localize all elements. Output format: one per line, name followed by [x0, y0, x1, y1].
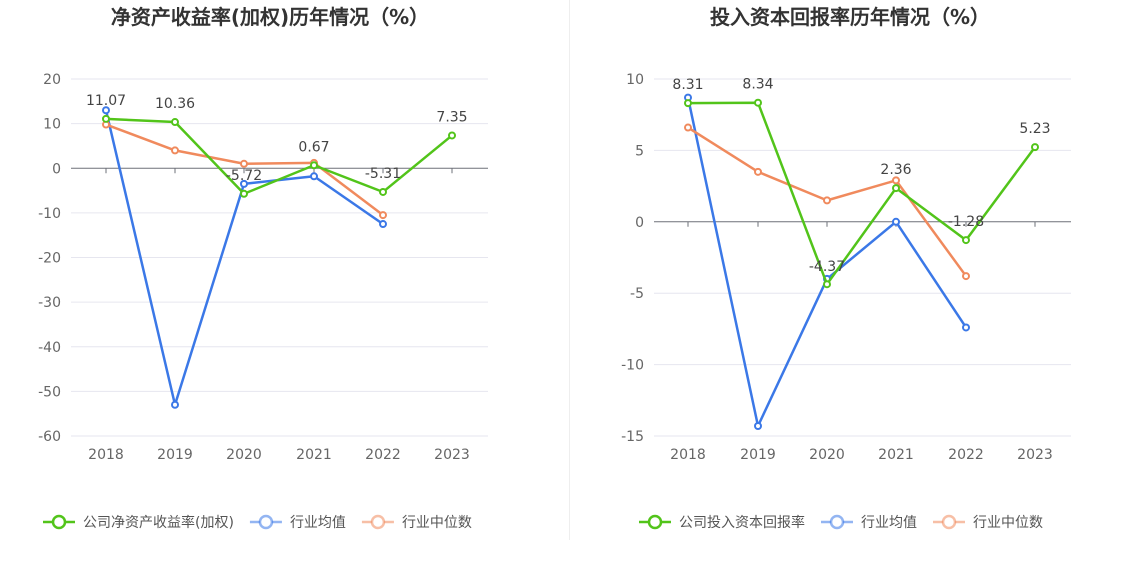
chart1-data-label: 0.67 — [298, 139, 329, 155]
chart2-series-point-0[interactable] — [962, 236, 970, 245]
chart1-x-tick-label: 2022 — [365, 447, 401, 463]
chart1-series-point-0[interactable] — [379, 187, 387, 196]
chart2-series-line-0 — [687, 101, 1037, 286]
chart2-series-point-2[interactable] — [962, 272, 970, 281]
chart1-legend-marker-1[interactable] — [258, 514, 274, 530]
chart1-series-point-1[interactable] — [379, 220, 387, 229]
chart2-series-point-1[interactable] — [754, 422, 762, 431]
chart1-y-tick-label: -60 — [38, 429, 61, 445]
chart1-legend-label-0[interactable]: 公司净资产收益率(加权) — [83, 514, 234, 531]
chart2-legend-marker-2[interactable] — [941, 514, 957, 530]
chart2-series-point-1[interactable] — [962, 323, 970, 332]
chart1-y-tick-label: -50 — [38, 384, 61, 400]
chart1-data-label: -5.31 — [365, 166, 401, 182]
chart2-legend-label-2[interactable]: 行业中位数 — [973, 515, 1043, 531]
chart1-y-tick-label: -30 — [38, 295, 61, 311]
chart2-series-point-2[interactable] — [823, 196, 831, 205]
chart1-series-point-1[interactable] — [240, 179, 248, 188]
chart1-data-label: -5.72 — [226, 168, 262, 184]
chart2-series-point-2[interactable] — [892, 176, 900, 185]
chart2-legend-label-0[interactable]: 公司投入资本回报率 — [679, 514, 805, 531]
chart2-data-label: -1.28 — [948, 214, 984, 230]
chart1-x-tick-label: 2021 — [296, 447, 332, 463]
chart2-series-point-0[interactable] — [684, 99, 692, 108]
chart1-series-point-0[interactable] — [171, 118, 179, 127]
chart2-series-point-0[interactable] — [754, 98, 762, 107]
chart2-data-label: -4.37 — [809, 259, 845, 275]
chart1-y-tick-label: -10 — [38, 206, 61, 222]
chart2-series-point-0[interactable] — [892, 184, 900, 193]
chart1-y-tick-label: 20 — [43, 72, 61, 88]
chart2-x-tick-label: 2020 — [809, 447, 845, 463]
panel-divider — [569, 0, 570, 540]
chart2-legend-marker-0[interactable] — [647, 514, 663, 530]
chart2-data-label: 2.36 — [880, 162, 911, 178]
chart1-legend-label-1[interactable]: 行业均值 — [290, 515, 346, 531]
chart1-title: 净资产收益率(加权)历年情况（%） — [111, 5, 429, 29]
chart1-y-tick-label: -20 — [38, 251, 61, 267]
chart1-series-point-1[interactable] — [171, 400, 179, 409]
chart2-x-tick-label: 2021 — [878, 447, 914, 463]
chart1-series-point-0[interactable] — [310, 161, 318, 170]
chart1-legend-label-2[interactable]: 行业中位数 — [402, 515, 472, 531]
chart1-series-point-0[interactable] — [448, 131, 456, 140]
chart2-series-point-1[interactable] — [892, 217, 900, 226]
chart2-x-tick-label: 2022 — [948, 447, 984, 463]
chart2-y-tick-label: 0 — [635, 215, 644, 231]
chart2-series-point-2[interactable] — [684, 123, 692, 132]
chart2-legend-marker-1[interactable] — [829, 514, 845, 530]
chart1-series-line-0 — [105, 117, 453, 196]
chart2-y-tick-label: 10 — [626, 72, 644, 88]
chart1-series-point-0[interactable] — [240, 189, 248, 198]
chart1-data-label: 7.35 — [436, 109, 467, 125]
chart1-series-point-0[interactable] — [102, 114, 110, 123]
chart2-x-tick-label: 2023 — [1017, 447, 1053, 463]
chart1-series-point-1[interactable] — [310, 172, 318, 181]
chart2-y-tick-label: -5 — [630, 286, 644, 302]
chart1-x-tick-label: 2019 — [157, 447, 193, 463]
chart1-legend-marker-2[interactable] — [370, 514, 386, 530]
chart1-series-point-2[interactable] — [171, 146, 179, 155]
chart1-x-tick-label: 2018 — [88, 447, 124, 463]
chart2-y-tick-label: 5 — [635, 143, 644, 159]
chart1-legend-marker-0[interactable] — [51, 514, 67, 530]
chart1-x-tick-label: 2020 — [226, 447, 262, 463]
chart1-data-label: 10.36 — [155, 96, 195, 112]
chart1-series-point-1[interactable] — [102, 106, 110, 115]
chart2-data-label: 5.23 — [1019, 121, 1050, 137]
chart2-series-point-0[interactable] — [1031, 143, 1039, 152]
chart2-legend-label-1[interactable]: 行业均值 — [861, 515, 917, 531]
chart2-x-tick-label: 2018 — [670, 447, 706, 463]
chart2-title: 投入资本回报率历年情况（%） — [710, 5, 990, 29]
chart2-x-tick-label: 2019 — [740, 447, 776, 463]
chart1-data-label: 11.07 — [86, 93, 126, 109]
chart1-x-tick-label: 2023 — [434, 447, 470, 463]
chart1-series-point-2[interactable] — [240, 159, 248, 168]
chart2-data-label: 8.34 — [742, 77, 773, 93]
chart2-series-point-2[interactable] — [754, 167, 762, 176]
chart2-y-tick-label: -10 — [621, 358, 644, 374]
chart1-y-tick-label: -40 — [38, 340, 61, 356]
chart2-series-point-0[interactable] — [823, 280, 831, 289]
chart1-y-tick-label: 10 — [43, 117, 61, 133]
chart2-data-label: 8.31 — [672, 77, 703, 93]
chart1-y-tick-label: 0 — [52, 161, 61, 177]
chart2-y-tick-label: -15 — [621, 429, 644, 445]
chart1-series-point-2[interactable] — [379, 211, 387, 220]
